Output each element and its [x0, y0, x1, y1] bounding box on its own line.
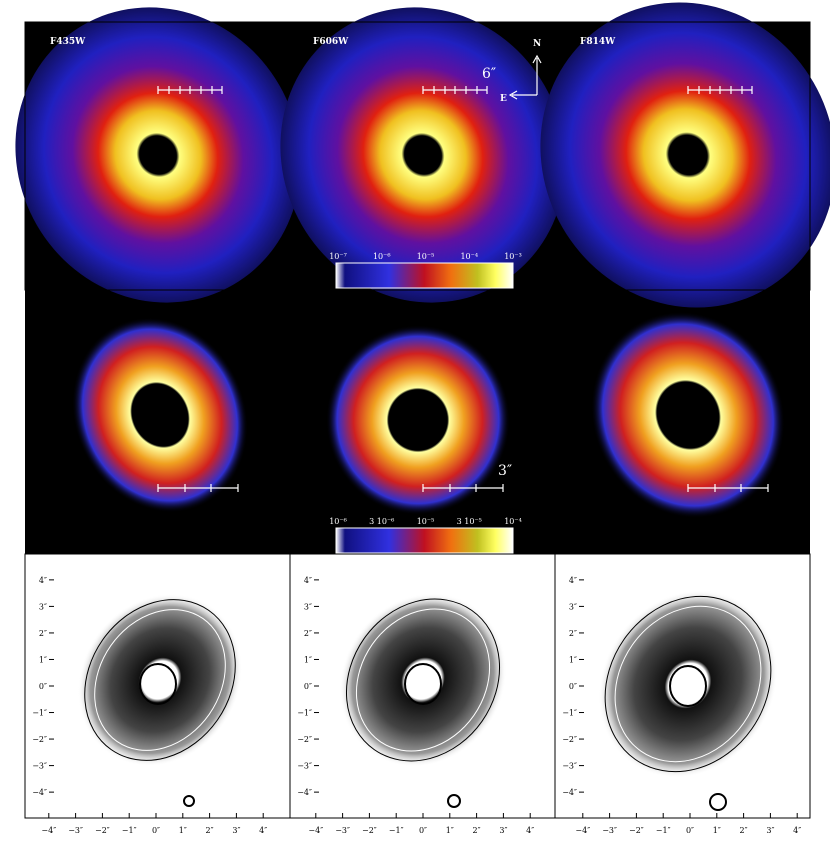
y-tick-label: −2″ [32, 735, 47, 744]
x-tick-label: 0″ [686, 826, 694, 835]
y-tick-label: −3″ [297, 762, 312, 771]
contour-image [77, 593, 243, 767]
y-tick-label: 2″ [39, 629, 47, 638]
filter-label: F814W [580, 37, 616, 47]
nebula-image [15, 7, 301, 303]
x-tick-label: −2″ [95, 826, 110, 835]
y-tick-label: −4″ [562, 788, 577, 797]
colorbar-label: 10⁻⁵ [417, 517, 435, 526]
filter-label: F606W [313, 37, 349, 47]
x-tick-label: 2″ [206, 826, 214, 835]
nebula-image [540, 2, 830, 308]
y-tick-label: −2″ [297, 735, 312, 744]
colorbar [335, 262, 514, 289]
x-tick-label: 4″ [793, 826, 801, 835]
y-tick-label: 1″ [39, 655, 47, 664]
y-tick-label: 0″ [39, 682, 47, 691]
compass-east: E [500, 94, 507, 104]
colorbar-label: 3 10⁻⁵ [457, 517, 482, 526]
colorbar-label: 10⁻⁵ [417, 252, 435, 261]
colorbar-label: 10⁻⁷ [329, 252, 347, 261]
x-tick-label: 1″ [446, 826, 454, 835]
middle-row [72, 311, 785, 519]
y-tick-label: −1″ [32, 709, 47, 718]
x-tick-label: −3″ [68, 826, 83, 835]
contour-image [339, 593, 507, 767]
x-tick-label: 0″ [152, 826, 160, 835]
colorbar-label: 10⁻⁶ [329, 517, 347, 526]
colorbar-label: 10⁻³ [504, 252, 522, 261]
x-tick-label: −4″ [41, 826, 56, 835]
ring-image [591, 311, 785, 519]
y-tick-label: 3″ [569, 602, 577, 611]
colorbar-label: 10⁻⁴ [504, 517, 522, 526]
colorbar-label: 3 10⁻⁶ [369, 517, 394, 526]
x-tick-label: −4″ [308, 826, 323, 835]
x-tick-label: 1″ [179, 826, 187, 835]
scale-bars [157, 54, 769, 492]
y-tick-label: −4″ [32, 788, 47, 797]
top-row [15, 2, 830, 308]
x-tick-label: 2″ [473, 826, 481, 835]
bottom-row [24, 553, 811, 819]
x-tick-label: 2″ [740, 826, 748, 835]
image-panels: F435W F606W F814W N E 6″ 3″ [15, 2, 830, 554]
colorbar [335, 527, 514, 554]
colorbar-label: 10⁻⁶ [373, 252, 391, 261]
x-tick-label: 4″ [526, 826, 534, 835]
y-tick-label: −4″ [297, 788, 312, 797]
filter-label: F435W [50, 37, 86, 47]
y-tick-label: 3″ [39, 602, 47, 611]
y-tick-label: −2″ [562, 735, 577, 744]
y-tick-label: 1″ [569, 655, 577, 664]
contours [84, 595, 772, 811]
scale-label: 3″ [498, 463, 512, 479]
nebula-image [280, 7, 566, 303]
x-tick-label: 3″ [232, 826, 240, 835]
y-tick-label: −3″ [562, 762, 577, 771]
x-tick-label: 0″ [419, 826, 427, 835]
x-tick-label: −1″ [122, 826, 137, 835]
ring-image [72, 317, 248, 513]
x-tick-label: −1″ [656, 826, 671, 835]
y-tick-label: 2″ [569, 629, 577, 638]
y-tick-label: 2″ [304, 629, 312, 638]
ring-image [326, 325, 510, 515]
x-tick-label: −2″ [629, 826, 644, 835]
y-tick-label: 4″ [39, 576, 47, 585]
scale-label: 6″ [482, 66, 496, 82]
x-tick-label: −1″ [389, 826, 404, 835]
y-tick-label: 1″ [304, 655, 312, 664]
y-tick-label: 0″ [569, 682, 577, 691]
y-tick-label: −1″ [297, 709, 312, 718]
y-tick-label: 4″ [304, 576, 312, 585]
y-tick-label: 0″ [304, 682, 312, 691]
y-tick-label: −3″ [32, 762, 47, 771]
y-tick-label: 3″ [304, 602, 312, 611]
x-tick-label: −2″ [362, 826, 377, 835]
x-tick-label: 3″ [499, 826, 507, 835]
colorbar-label: 10⁻⁴ [460, 252, 478, 261]
x-tick-label: −4″ [575, 826, 590, 835]
y-tick-label: −1″ [562, 709, 577, 718]
x-tick-label: −3″ [602, 826, 617, 835]
y-tick-label: 4″ [569, 576, 577, 585]
frame [24, 21, 811, 291]
contour-image [598, 590, 778, 778]
x-tick-label: 3″ [766, 826, 774, 835]
x-tick-label: −3″ [335, 826, 350, 835]
x-tick-label: 1″ [713, 826, 721, 835]
compass-north: N [533, 39, 541, 49]
x-tick-label: 4″ [259, 826, 267, 835]
